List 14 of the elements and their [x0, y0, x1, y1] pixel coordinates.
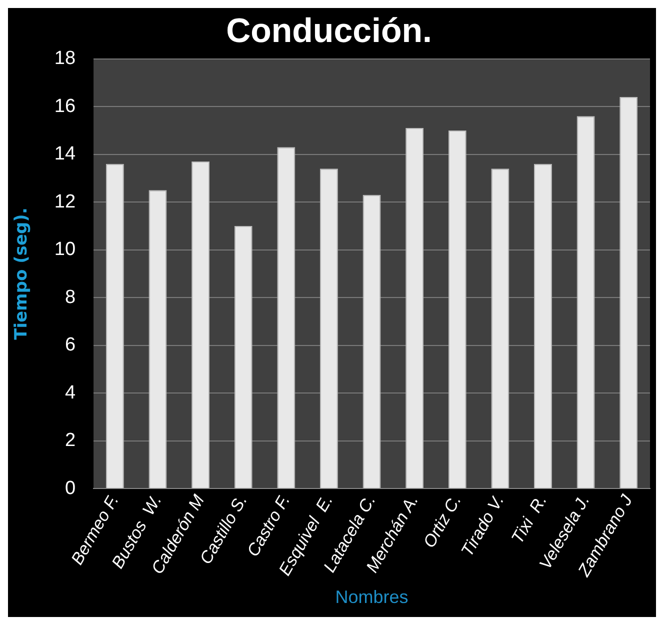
y-tick-label: 2 [64, 430, 76, 452]
y-tick-label: 12 [54, 191, 76, 212]
x-tick-label: Tixi R. [508, 492, 551, 547]
y-tick-label: 10 [54, 239, 76, 260]
y-axis-title: Tiempo (seg). [12, 208, 32, 340]
y-tick-label: 6 [64, 334, 76, 356]
y-tick-label: 18 [54, 48, 76, 70]
x-axis-title: Nombres [335, 587, 408, 608]
chart-title: Conducción. [226, 12, 432, 50]
y-tick-label: 8 [64, 286, 76, 308]
y-tick-label: 4 [64, 382, 76, 404]
y-tick-label: 14 [54, 144, 76, 165]
y-tick-label: 0 [64, 478, 76, 499]
y-tick-label: 16 [54, 96, 76, 117]
